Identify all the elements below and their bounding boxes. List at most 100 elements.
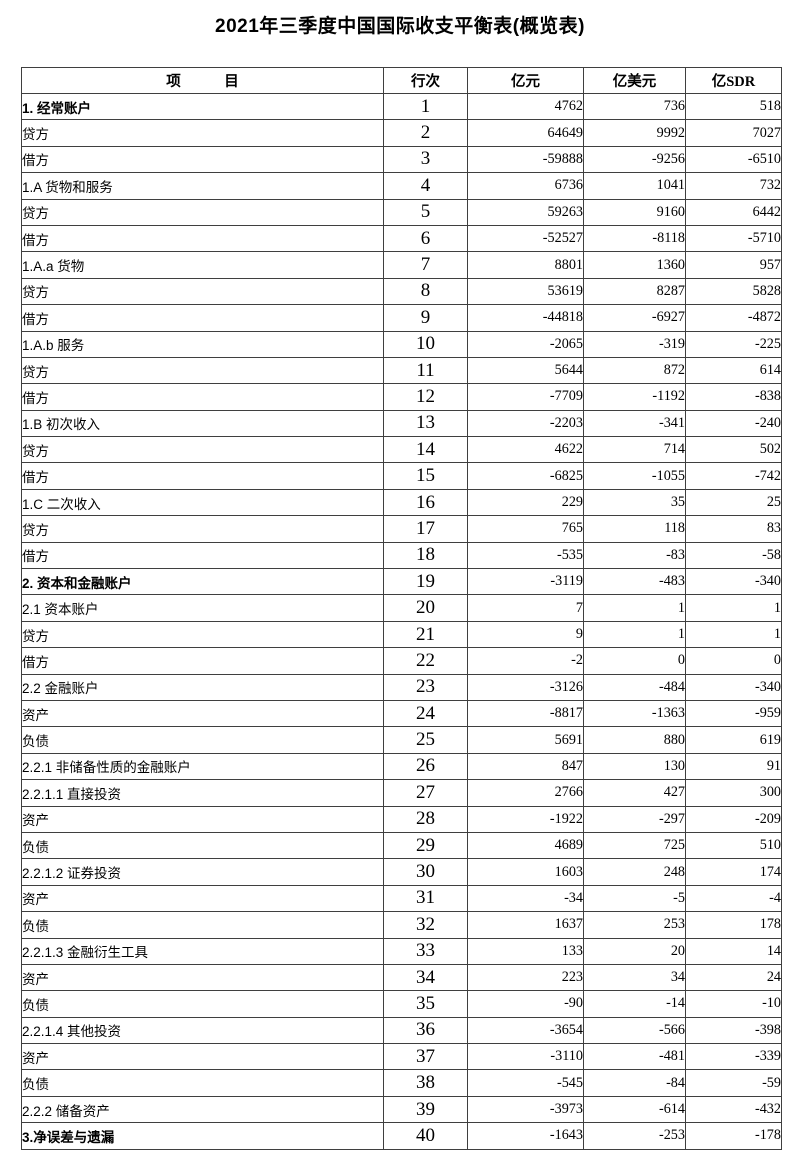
item-cell: 贷方 [21,119,384,147]
item-cell: 2.2.2 储备资产 [21,1095,384,1124]
cny-value-cell: -59888 [467,145,584,174]
usd-value-cell: -484 [583,673,686,701]
cny-value-cell: 4689 [467,831,584,860]
item-cell: 2.2.1.1 直接投资 [21,779,384,807]
table-row: 1.A 货物和服务 4 6736 1041 732 [21,172,782,200]
usd-value-cell: -483 [583,568,686,596]
cny-value-cell: 53619 [467,277,584,306]
line-number-cell: 37 [383,1043,468,1071]
table-row: 资产 37 -3110 -481 -339 [21,1043,782,1071]
sdr-value-cell: 91 [685,752,782,781]
cny-value-cell: 5691 [467,726,584,754]
item-cell: 借方 [21,647,384,675]
usd-value-cell: -319 [583,330,686,358]
item-cell: 借方 [21,145,384,174]
item-cell: 借方 [21,462,384,490]
line-number-cell: 12 [383,383,468,411]
table-row: 1.B 初次收入 13 -2203 -341 -240 [21,409,782,438]
line-number-cell: 8 [383,277,468,306]
sdr-value-cell: -838 [685,383,782,411]
usd-value-cell: 427 [583,779,686,807]
item-cell: 1. 经常账户 [21,92,384,121]
line-number-cell: 11 [383,356,468,385]
item-cell: 负债 [21,831,384,860]
line-number-cell: 33 [383,937,468,965]
sdr-value-cell: 619 [685,726,782,754]
table-row: 负债 38 -545 -84 -59 [21,1069,782,1097]
cny-value-cell: 1603 [467,858,584,886]
item-cell: 1.A.b 服务 [21,330,384,358]
item-cell: 2.2 金融账户 [21,673,384,701]
table-row: 贷方 8 53619 8287 5828 [21,277,782,306]
sdr-value-cell: 510 [685,831,782,860]
cny-value-cell: -52527 [467,224,584,253]
sdr-value-cell: -398 [685,1016,782,1045]
usd-value-cell: 1 [583,594,686,622]
table-row: 2.2.1.2 证券投资 30 1603 248 174 [21,858,782,886]
usd-value-cell: -83 [583,541,686,570]
table-row: 1.A.a 货物 7 8801 1360 957 [21,251,782,279]
header-cny: 亿元 [467,67,584,94]
line-number-cell: 39 [383,1095,468,1124]
sdr-value-cell: 1 [685,620,782,649]
cny-value-cell: -8817 [467,699,584,728]
line-number-cell: 1 [383,92,468,121]
cny-value-cell: -44818 [467,304,584,332]
line-number-cell: 14 [383,436,468,464]
table-row: 2.2.2 储备资产 39 -3973 -614 -432 [21,1095,782,1124]
table-row: 2.2.1.1 直接投资 27 2766 427 300 [21,779,782,807]
sdr-value-cell: 5828 [685,277,782,306]
table-row: 借方 22 -2 0 0 [21,647,782,675]
line-number-cell: 29 [383,831,468,860]
table-row: 2. 资本和金融账户 19 -3119 -483 -340 [21,568,782,596]
item-cell: 资产 [21,884,384,913]
usd-value-cell: 8287 [583,277,686,306]
line-number-cell: 22 [383,647,468,675]
item-cell: 借方 [21,541,384,570]
line-number-cell: 31 [383,884,468,913]
sdr-value-cell: -58 [685,541,782,570]
cny-value-cell: -1643 [467,1122,584,1150]
usd-value-cell: -566 [583,1016,686,1045]
line-number-cell: 38 [383,1069,468,1097]
item-cell: 2.2.1.3 金融衍生工具 [21,937,384,965]
table-row: 贷方 5 59263 9160 6442 [21,198,782,226]
usd-value-cell: -8118 [583,224,686,253]
sdr-value-cell: 178 [685,911,782,939]
cny-value-cell: -3126 [467,673,584,701]
cny-value-cell: -3654 [467,1016,584,1045]
table-row: 2.2 金融账户 23 -3126 -484 -340 [21,673,782,701]
sdr-value-cell: -432 [685,1095,782,1124]
item-cell: 资产 [21,805,384,833]
line-number-cell: 17 [383,515,468,543]
sdr-value-cell: -959 [685,699,782,728]
usd-value-cell: -14 [583,990,686,1018]
sdr-value-cell: -4872 [685,304,782,332]
line-number-cell: 9 [383,304,468,332]
line-number-cell: 36 [383,1016,468,1045]
usd-value-cell: 130 [583,752,686,781]
cny-value-cell: -3973 [467,1095,584,1124]
line-number-cell: 40 [383,1122,468,1150]
header-line-number: 行次 [383,67,468,94]
table-row: 2.1 资本账户 20 7 1 1 [21,594,782,622]
sdr-value-cell: 174 [685,858,782,886]
line-number-cell: 25 [383,726,468,754]
line-number-cell: 10 [383,330,468,358]
sdr-value-cell: 0 [685,647,782,675]
usd-value-cell: 35 [583,488,686,517]
usd-value-cell: 880 [583,726,686,754]
line-number-cell: 23 [383,673,468,701]
balance-of-payments-table: 项 目 行次 亿元 亿美元 亿SDR 1. 经常账户 1 4762 736 518 贷方 2… [21,67,782,1150]
cny-value-cell: 59263 [467,198,584,226]
header-item: 项 目 [21,67,384,94]
sdr-value-cell: -742 [685,462,782,490]
table-row: 3.净误差与遗漏 40 -1643 -253 -178 [21,1122,782,1150]
usd-value-cell: 714 [583,436,686,464]
line-number-cell: 26 [383,752,468,781]
line-number-cell: 3 [383,145,468,174]
cny-value-cell: -3119 [467,568,584,596]
sdr-value-cell: 518 [685,92,782,121]
item-cell: 资产 [21,699,384,728]
